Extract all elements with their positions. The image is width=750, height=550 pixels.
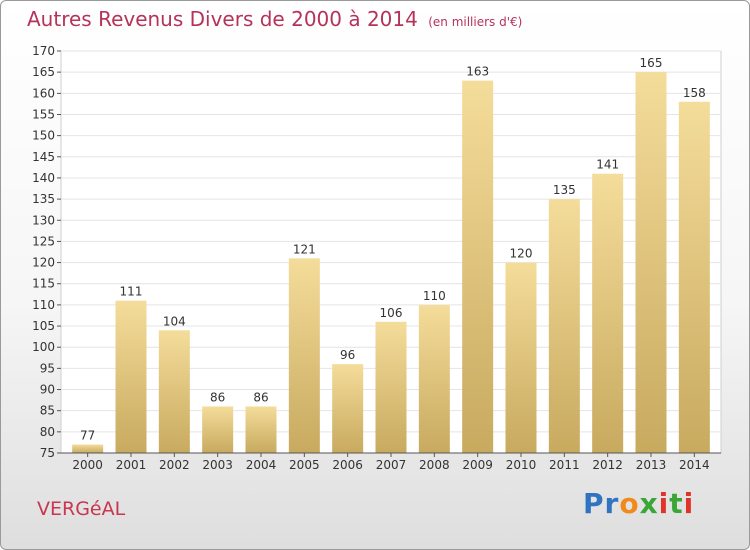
bar-value-label: 86 [253,390,268,404]
y-tick-label: 115 [32,277,55,291]
x-tick-label: 2000 [72,458,103,472]
x-tick-label: 2013 [636,458,667,472]
x-tick-label: 2005 [289,458,320,472]
chart-title-text: Autres Revenus Divers de 2000 à 2014 [27,7,418,31]
chart-subtitle: (en milliers d'€) [428,15,523,29]
y-tick-label: 85 [40,404,55,418]
x-tick-label: 2014 [679,458,710,472]
y-tick-label: 170 [32,44,55,58]
y-tick-label: 140 [32,171,55,185]
y-tick-label: 75 [40,446,55,460]
y-tick-label: 150 [32,129,55,143]
bar-2013 [635,72,667,453]
bar-value-label: 121 [293,242,316,256]
bar-value-label: 111 [120,285,143,299]
x-tick-label: 2009 [462,458,493,472]
bar-2001 [115,300,147,453]
bar-2012 [592,173,624,453]
bar-2003 [202,406,234,453]
y-tick-label: 160 [32,86,55,100]
logo-letter: P [583,487,605,520]
bar-2004 [245,406,277,453]
y-tick-label: 80 [40,425,55,439]
x-tick-label: 2012 [592,458,623,472]
bar-value-label: 96 [340,348,355,362]
y-tick-label: 90 [40,383,55,397]
bar-2005 [288,258,320,453]
bar-2002 [158,330,190,453]
logo-letter: x [639,487,659,520]
y-tick-label: 110 [32,298,55,312]
x-tick-label: 2001 [116,458,147,472]
logo-letter: i [658,487,670,520]
x-tick-label: 2002 [159,458,190,472]
y-tick-label: 120 [32,256,55,270]
logo-letter: i [683,487,695,520]
bar-2006 [332,364,364,453]
bar-value-label: 158 [683,86,706,100]
bar-value-label: 120 [510,247,533,261]
x-tick-label: 2011 [549,458,580,472]
bar-2014 [678,101,710,454]
y-tick-label: 145 [32,150,55,164]
x-tick-label: 2003 [202,458,233,472]
bar-2000 [72,444,104,453]
y-tick-label: 130 [32,213,55,227]
bar-2011 [548,199,580,453]
bar-2008 [418,304,450,453]
logo-letter: o [619,487,640,520]
x-tick-label: 2006 [332,458,363,472]
bar-2007 [375,321,407,453]
bars: 77 111 104 86 86 121 96 106 110 163 120 135 141 165 15… [72,56,710,454]
y-tick-label: 125 [32,234,55,248]
bar-2010 [505,262,537,453]
chart-title: Autres Revenus Divers de 2000 à 2014 (en… [27,7,522,31]
x-tick-label: 2004 [246,458,277,472]
y-tick-label: 100 [32,340,55,354]
bar-value-label: 163 [466,65,489,79]
bar-2009 [462,80,494,453]
y-tick-label: 165 [32,65,55,79]
commune-name: VERGéAL [37,498,126,520]
bar-value-label: 141 [596,158,619,172]
x-tick-label: 2008 [419,458,450,472]
x-tick-label: 2007 [376,458,407,472]
proxiti-logo: Proxiti [583,487,694,520]
bar-value-label: 104 [163,314,186,328]
y-tick-label: 135 [32,192,55,206]
bar-value-label: 77 [80,429,95,443]
y-tick-label: 105 [32,319,55,333]
bar-value-label: 135 [553,183,576,197]
bar-value-label: 165 [640,56,663,70]
bar-value-label: 86 [210,390,225,404]
y-axis: 75 80 85 90 95 100 105 110 115 120 125 130 135 140 145… [32,44,61,460]
logo-letter: r [604,487,620,520]
y-tick-label: 95 [40,361,55,375]
bar-value-label: 110 [423,289,446,303]
logo-letter: t [669,487,684,520]
bar-value-label: 106 [380,306,403,320]
y-tick-label: 155 [32,107,55,121]
x-tick-label: 2010 [506,458,537,472]
x-axis: 2000 2001 2002 2003 2004 2005 2006 2007 2008 2009… [72,453,710,472]
